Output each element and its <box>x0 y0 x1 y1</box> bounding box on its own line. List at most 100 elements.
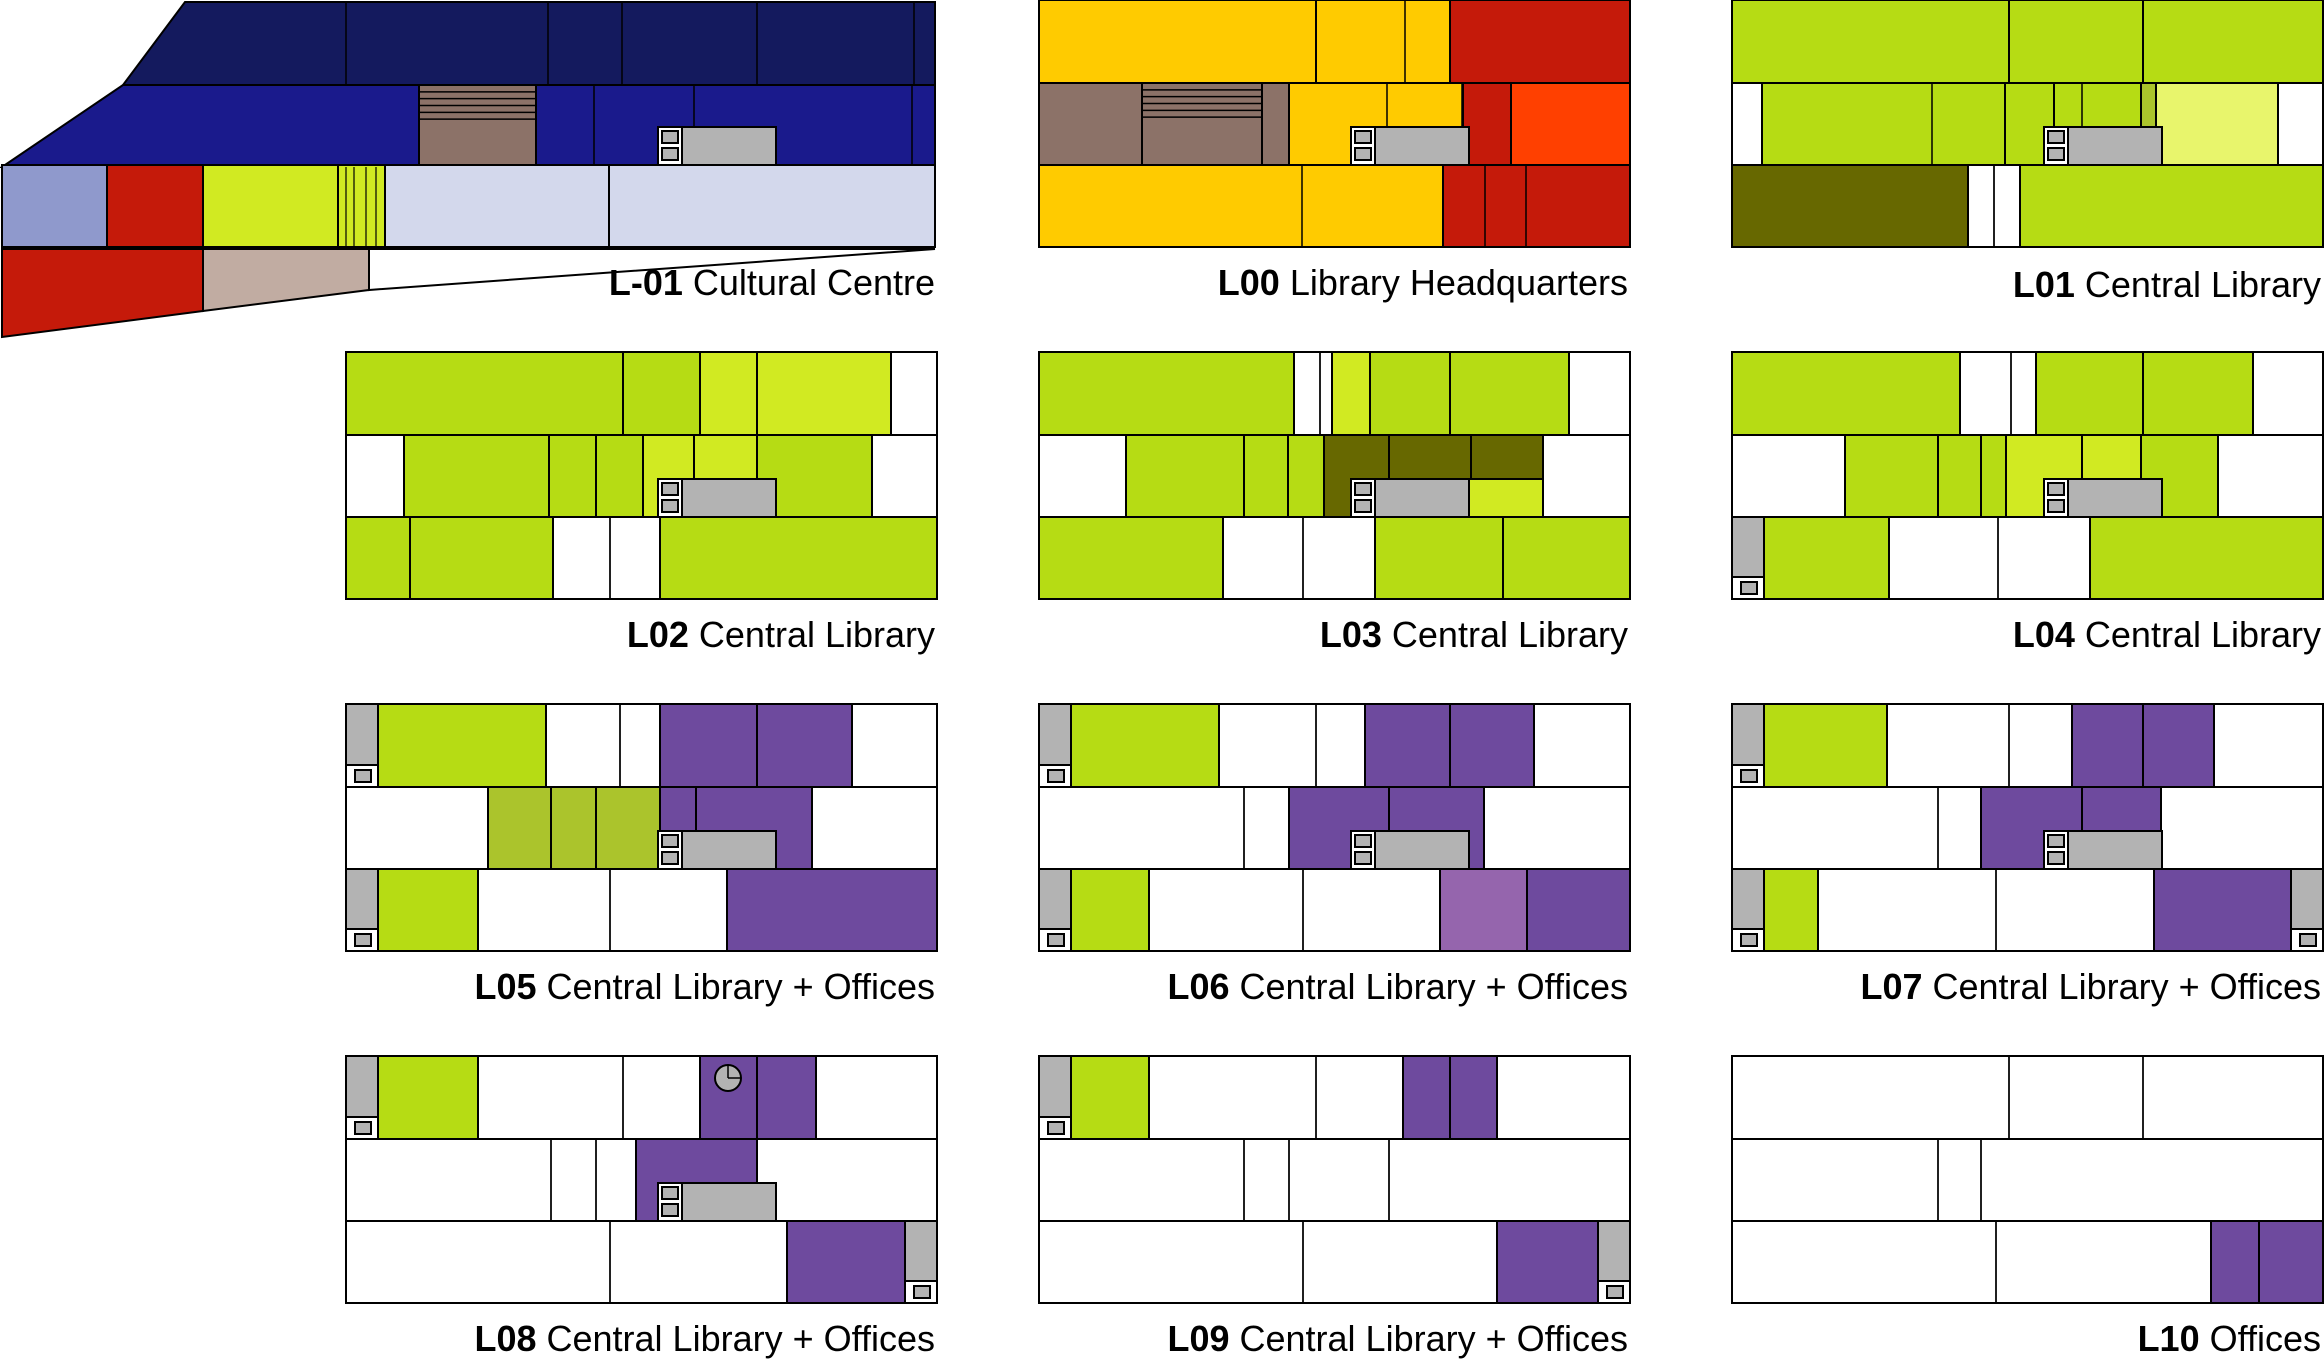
room <box>1374 516 1504 600</box>
room <box>2210 1220 2260 1304</box>
room <box>1731 0 2010 84</box>
plan-outline <box>1038 351 1631 600</box>
plan-outline <box>1038 703 1631 952</box>
room <box>1844 434 1939 518</box>
room <box>659 516 938 600</box>
lift-icon <box>2047 851 2065 865</box>
floor-name: Central Library <box>2075 264 2321 305</box>
room <box>595 434 644 518</box>
lift-icon <box>1606 1285 1624 1299</box>
staircase <box>1141 82 1263 166</box>
lift-icon <box>2299 933 2317 947</box>
room <box>403 434 550 518</box>
room <box>1510 82 1631 166</box>
lift-icon <box>661 130 679 144</box>
service-core <box>681 126 777 166</box>
room <box>2153 868 2292 952</box>
floor-name: Cultural Centre <box>683 262 935 303</box>
room <box>1125 434 1245 518</box>
floor-code: L07 <box>1860 966 1922 1007</box>
room <box>1763 703 1888 788</box>
floor-code: L08 <box>474 1318 536 1359</box>
room <box>622 351 701 436</box>
floor-code: L10 <box>2138 1318 2200 1359</box>
room <box>1980 434 2007 518</box>
plan-outline <box>1731 0 2324 248</box>
lift-icon <box>661 851 679 865</box>
room <box>1731 351 1961 436</box>
room <box>1243 434 1289 518</box>
floor-name: Central Library + Offices <box>537 966 936 1007</box>
plan-L-01 <box>0 1 936 339</box>
room <box>1288 786 1390 870</box>
room <box>1402 1055 1451 1140</box>
floor-code: L05 <box>474 966 536 1007</box>
room <box>377 703 547 788</box>
room <box>726 868 938 952</box>
lift-icon <box>1047 933 1065 947</box>
lift-icon <box>2047 499 2065 513</box>
room <box>1449 703 1535 788</box>
lift-icon <box>2047 834 2065 848</box>
room <box>1449 0 1631 84</box>
room <box>756 351 892 436</box>
lift-icon <box>1354 482 1372 496</box>
floor-label: L05 Central Library + Offices <box>474 966 935 1007</box>
floor-label: L02 Central Library <box>627 614 935 655</box>
service-core <box>1374 126 1470 166</box>
floor-label: L08 Central Library + Offices <box>474 1318 935 1359</box>
floor-labels: L-01 Cultural Centre L00 Library Headquar… <box>474 262 2321 1359</box>
room <box>1526 868 1631 952</box>
lift-icon <box>1740 933 1758 947</box>
service-core <box>2067 830 2163 870</box>
plan-L05 <box>345 703 938 952</box>
lift-icon <box>913 1285 931 1299</box>
room <box>550 786 597 870</box>
plan-outline <box>1731 1055 2324 1304</box>
floor-label: L06 Central Library + Offices <box>1167 966 1628 1007</box>
room <box>1502 516 1631 600</box>
lift-icon <box>661 147 679 161</box>
room <box>1038 0 1317 84</box>
floor-code: L02 <box>627 614 689 655</box>
service-core <box>681 830 777 870</box>
lift-icon <box>1354 834 1372 848</box>
zone-lower <box>337 164 386 248</box>
service-core <box>1374 830 1470 870</box>
room <box>1439 868 1528 952</box>
plan-L08 <box>345 1055 938 1304</box>
room <box>756 703 853 788</box>
room <box>2071 703 2144 788</box>
floor-code: L04 <box>2013 614 2075 655</box>
room <box>409 516 554 600</box>
plan-L06 <box>1038 703 1631 952</box>
lift-icon <box>1047 1121 1065 1135</box>
room <box>1331 351 1371 436</box>
room <box>345 516 411 600</box>
lift-icon <box>661 1203 679 1217</box>
room <box>786 1220 906 1304</box>
room <box>756 1055 817 1140</box>
lift-icon <box>1354 130 1372 144</box>
plan-outline <box>345 351 938 600</box>
floor-label: L04 Central Library <box>2013 614 2321 655</box>
plan-L02 <box>345 351 938 600</box>
lift-icon <box>661 1186 679 1200</box>
room <box>659 703 758 788</box>
lift-icon <box>1740 769 1758 783</box>
room <box>2008 0 2144 84</box>
lift-icon <box>1354 499 1372 513</box>
floor-code: L03 <box>1320 614 1382 655</box>
floor-name: Central Library <box>1382 614 1628 655</box>
lift-icon <box>354 769 372 783</box>
lift-icon <box>2047 147 2065 161</box>
room <box>1070 703 1220 788</box>
room <box>345 351 624 436</box>
plan-outline <box>1731 351 2324 600</box>
room <box>1731 164 1969 248</box>
floor-code: L00 <box>1218 262 1280 303</box>
room <box>1287 434 1325 518</box>
floor-name: Central Library <box>689 614 935 655</box>
zone-lower <box>608 164 936 248</box>
plan-L04 <box>1731 351 2324 600</box>
